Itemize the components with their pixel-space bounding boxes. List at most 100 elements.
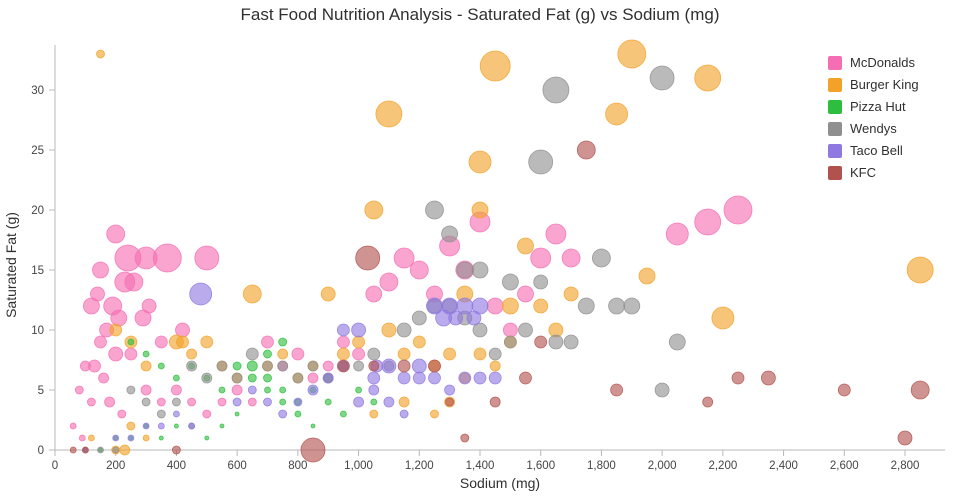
data-point[interactable] — [69, 422, 77, 430]
data-point[interactable] — [533, 274, 549, 290]
data-point[interactable] — [367, 347, 381, 361]
data-point[interactable] — [246, 360, 258, 372]
data-point[interactable] — [307, 384, 319, 396]
data-point[interactable] — [460, 433, 470, 443]
data-point[interactable] — [126, 385, 136, 395]
data-point[interactable] — [501, 273, 519, 291]
data-point[interactable] — [910, 380, 930, 400]
data-point[interactable] — [277, 348, 289, 360]
data-point[interactable] — [170, 384, 182, 396]
data-point[interactable] — [488, 347, 502, 361]
data-point[interactable] — [445, 397, 455, 407]
data-point[interactable] — [411, 358, 427, 374]
data-point[interactable] — [218, 386, 226, 394]
data-point[interactable] — [172, 374, 180, 382]
data-point[interactable] — [428, 371, 441, 385]
data-point[interactable] — [157, 422, 165, 430]
data-point[interactable] — [110, 309, 128, 327]
data-point[interactable] — [731, 371, 745, 385]
data-point[interactable] — [188, 422, 196, 430]
data-point[interactable] — [393, 247, 415, 269]
data-point[interactable] — [365, 285, 383, 303]
data-point[interactable] — [293, 397, 303, 407]
data-point[interactable] — [108, 346, 124, 362]
data-point[interactable] — [140, 384, 152, 396]
data-point[interactable] — [441, 225, 459, 243]
data-point[interactable] — [200, 335, 214, 349]
data-point[interactable] — [263, 373, 272, 383]
data-point[interactable] — [232, 397, 242, 407]
data-point[interactable] — [97, 446, 104, 454]
data-point[interactable] — [158, 435, 164, 441]
data-point[interactable] — [74, 385, 84, 395]
data-point[interactable] — [98, 372, 109, 384]
data-point[interactable] — [292, 372, 304, 384]
data-point[interactable] — [702, 396, 714, 408]
data-point[interactable] — [468, 150, 492, 174]
data-point[interactable] — [577, 297, 595, 315]
data-point[interactable] — [217, 397, 227, 407]
data-point[interactable] — [397, 359, 411, 373]
data-point[interactable] — [126, 421, 136, 431]
data-point[interactable] — [563, 334, 579, 350]
data-point[interactable] — [279, 398, 287, 406]
data-point[interactable] — [398, 396, 410, 408]
data-point[interactable] — [322, 360, 334, 372]
data-point[interactable] — [479, 50, 511, 82]
data-point[interactable] — [156, 409, 166, 419]
data-point[interactable] — [127, 338, 135, 346]
data-point[interactable] — [545, 223, 567, 245]
legend-item-pizza-hut[interactable]: Pizza Hut — [828, 99, 919, 114]
data-point[interactable] — [336, 323, 350, 337]
data-point[interactable] — [530, 247, 552, 269]
data-point[interactable] — [352, 335, 366, 349]
data-point[interactable] — [443, 347, 457, 361]
data-point[interactable] — [488, 371, 502, 385]
data-point[interactable] — [605, 102, 628, 126]
data-point[interactable] — [117, 409, 127, 419]
data-point[interactable] — [278, 337, 288, 347]
data-point[interactable] — [381, 322, 397, 338]
data-point[interactable] — [448, 310, 464, 326]
data-point[interactable] — [368, 384, 380, 396]
data-point[interactable] — [576, 140, 596, 160]
data-point[interactable] — [517, 285, 534, 303]
data-point[interactable] — [96, 49, 105, 59]
data-point[interactable] — [127, 434, 135, 442]
data-point[interactable] — [154, 335, 168, 349]
data-point[interactable] — [548, 334, 564, 350]
data-point[interactable] — [307, 372, 319, 384]
data-point[interactable] — [623, 297, 641, 315]
data-point[interactable] — [428, 359, 441, 373]
data-point[interactable] — [608, 297, 625, 315]
data-point[interactable] — [458, 371, 472, 385]
data-point[interactable] — [561, 248, 581, 268]
data-point[interactable] — [897, 430, 913, 446]
legend-item-burger-king[interactable]: Burger King — [828, 77, 919, 92]
data-point[interactable] — [668, 333, 686, 351]
data-point[interactable] — [369, 409, 379, 419]
data-point[interactable] — [489, 360, 501, 372]
data-point[interactable] — [247, 397, 257, 407]
data-point[interactable] — [425, 200, 444, 220]
data-point[interactable] — [654, 382, 670, 398]
data-point[interactable] — [351, 322, 367, 338]
data-point[interactable] — [430, 409, 439, 419]
data-point[interactable] — [92, 261, 109, 279]
data-point[interactable] — [375, 100, 403, 128]
legend-item-taco-bell[interactable]: Taco Bell — [828, 143, 919, 158]
data-point[interactable] — [368, 360, 380, 372]
data-point[interactable] — [172, 410, 180, 418]
data-point[interactable] — [186, 360, 198, 372]
data-point[interactable] — [397, 371, 411, 385]
data-point[interactable] — [379, 272, 399, 292]
data-point[interactable] — [518, 322, 533, 338]
data-point[interactable] — [723, 195, 753, 225]
data-point[interactable] — [247, 373, 257, 383]
data-point[interactable] — [336, 359, 350, 373]
data-point[interactable] — [245, 347, 259, 361]
data-point[interactable] — [263, 349, 272, 359]
data-point[interactable] — [502, 322, 518, 338]
data-point[interactable] — [617, 39, 647, 69]
data-point[interactable] — [355, 245, 381, 271]
